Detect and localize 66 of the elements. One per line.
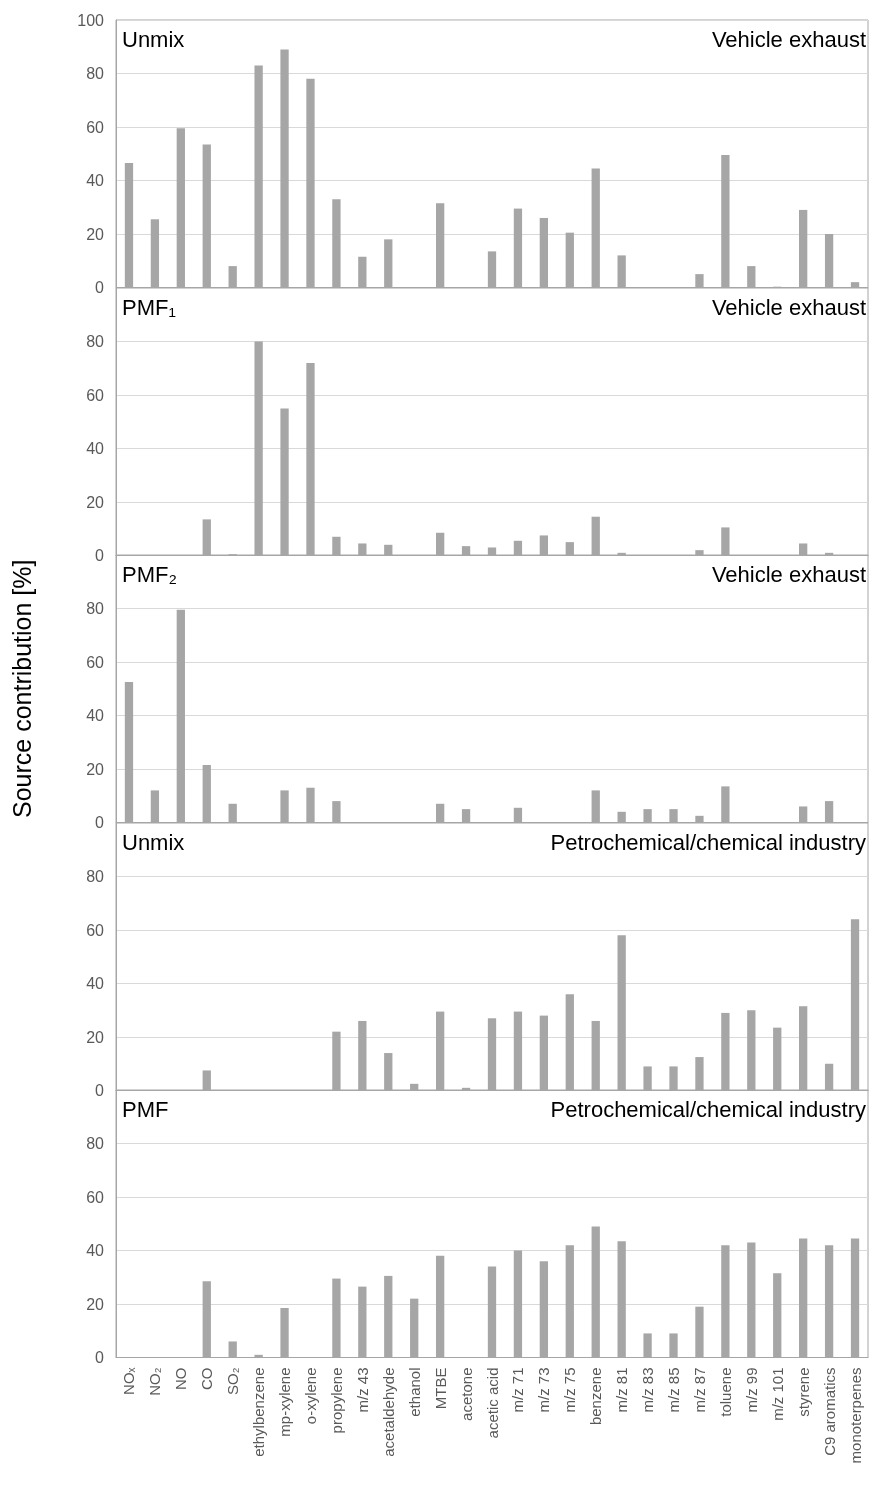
x-tick-label: m/z 99 <box>742 1367 760 1413</box>
x-tick-label: ethylbenzene <box>250 1367 268 1457</box>
x-tick-label: toluene <box>716 1367 734 1417</box>
y-tick-label: 80 <box>86 600 105 617</box>
x-tick-label: NO₂ <box>146 1367 164 1396</box>
y-tick-label: 60 <box>86 653 105 671</box>
y-tick-label: 0 <box>95 546 105 564</box>
chart-title: Unmix <box>122 829 185 854</box>
x-tick-label: m/z 75 <box>561 1367 579 1413</box>
y-tick-label: 40 <box>86 439 105 457</box>
y-tick-label: 20 <box>86 1295 105 1313</box>
chart-subtitle: Vehicle exhaust <box>711 26 866 52</box>
x-tick-label: C9 aromatics <box>820 1367 838 1456</box>
x-tick-label: benzene <box>587 1367 605 1426</box>
x-tick-label: m/z 73 <box>535 1367 553 1413</box>
y-axis-title: Source contribution [%] <box>7 559 36 818</box>
y-tick-label: 80 <box>86 867 105 885</box>
x-tick-label: monoterpenes <box>846 1367 864 1464</box>
y-tick-label: 80 <box>86 65 105 82</box>
x-tick-label: NO <box>172 1367 190 1390</box>
y-tick-label: 40 <box>86 1242 105 1259</box>
y-tick-label: 0 <box>95 814 105 831</box>
x-tick-label: acetaldehyde <box>379 1367 397 1457</box>
y-tick-label: 0 <box>95 1081 105 1099</box>
y-tick-label: 20 <box>86 1028 105 1045</box>
chart-title: PMF₂ <box>122 561 177 587</box>
chart-title: Unmix <box>122 26 185 52</box>
y-tick-label: 80 <box>86 332 105 350</box>
y-tick-label: 20 <box>86 225 105 243</box>
chart-subtitle: Petrochemical/chemical industry <box>550 1096 867 1122</box>
chart-subtitle: Petrochemical/chemical industry <box>550 829 867 854</box>
x-tick-label: mp-xylene <box>276 1367 294 1437</box>
x-tick-label: m/z 71 <box>509 1367 527 1413</box>
y-tick-label: 20 <box>86 493 105 510</box>
x-tick-label: m/z 43 <box>353 1367 371 1413</box>
x-tick-label: o-xylene <box>301 1367 319 1425</box>
y-tick-label: 60 <box>86 386 105 403</box>
x-tick-label: acetic acid <box>483 1367 501 1439</box>
y-tick-label: 100 <box>77 11 105 29</box>
chart-title: PMF₁ <box>122 294 176 319</box>
x-tick-label: m/z 85 <box>665 1367 683 1413</box>
y-tick-label: 40 <box>86 172 105 189</box>
y-tick-label: 40 <box>86 974 105 992</box>
y-tick-label: 20 <box>86 760 105 778</box>
x-tick-label: NOₓ <box>120 1367 138 1395</box>
y-tick-label: 80 <box>86 1135 105 1152</box>
y-tick-label: 60 <box>86 921 105 938</box>
x-tick-label: m/z 81 <box>613 1367 631 1413</box>
y-tick-label: 0 <box>95 1349 105 1366</box>
y-tick-label: 60 <box>86 118 105 136</box>
x-tick-label: CO <box>198 1367 216 1390</box>
y-tick-label: 60 <box>86 1188 105 1206</box>
x-tick-label: m/z 83 <box>639 1367 657 1413</box>
x-tick-label: acetone <box>457 1367 475 1421</box>
x-tick-label: m/z 87 <box>690 1367 708 1413</box>
y-tick-label: 40 <box>86 707 105 724</box>
chart-subtitle: Vehicle exhaust <box>711 561 866 587</box>
x-tick-label: MTBE <box>431 1367 449 1410</box>
x-tick-label: styrene <box>794 1367 812 1417</box>
chart-title: PMF <box>122 1096 169 1122</box>
x-tick-label: m/z 101 <box>768 1367 786 1421</box>
x-tick-label: ethanol <box>405 1367 423 1417</box>
x-tick-label: propylene <box>327 1367 345 1434</box>
chart-subtitle: Vehicle exhaust <box>711 294 866 319</box>
y-tick-label: 0 <box>95 279 105 296</box>
x-tick-label: SO₂ <box>224 1367 242 1395</box>
